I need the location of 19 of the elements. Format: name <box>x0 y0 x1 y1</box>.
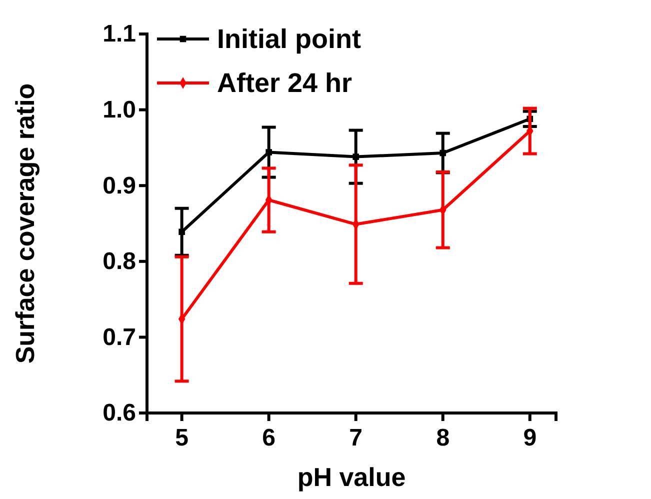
y-tick-label: 0.6 <box>102 400 136 427</box>
y-axis-title: Surface coverage ratio <box>10 83 40 364</box>
x-tick-label: 8 <box>436 424 450 452</box>
x-tick-label: 7 <box>349 424 363 452</box>
y-tick-label: 0.8 <box>102 248 136 276</box>
legend-label: Initial point <box>217 24 361 54</box>
y-tick-label: 0.7 <box>102 324 136 351</box>
legend-label: After 24 hr <box>217 68 353 98</box>
point <box>178 228 185 235</box>
y-tick-label: 1.1 <box>102 20 136 48</box>
y-tick-label: 1.0 <box>102 96 136 124</box>
point <box>266 149 272 156</box>
point <box>440 150 446 156</box>
x-tick-label: 9 <box>523 424 537 452</box>
x-tick-label: 5 <box>175 424 188 452</box>
x-tick-label: 6 <box>262 424 276 452</box>
y-tick-label: 0.9 <box>102 172 136 200</box>
x-axis-title: pH value <box>297 462 406 492</box>
point <box>352 154 360 160</box>
